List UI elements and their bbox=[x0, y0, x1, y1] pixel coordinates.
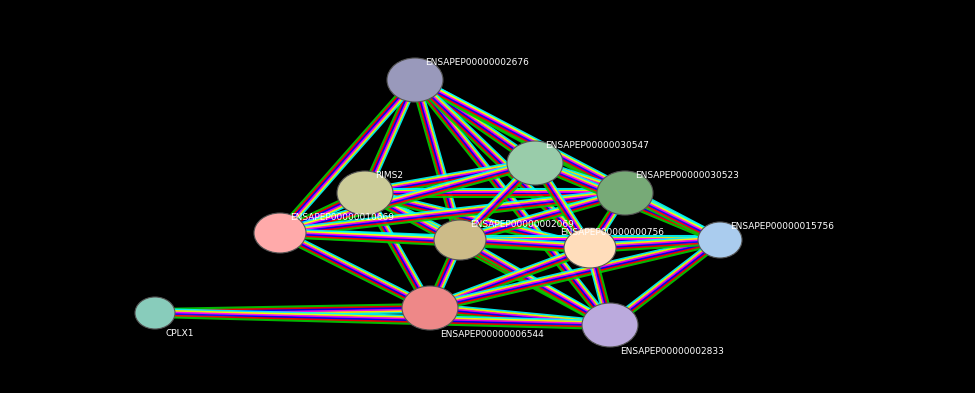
Ellipse shape bbox=[337, 171, 393, 215]
Text: ENSAPEP00000002833: ENSAPEP00000002833 bbox=[620, 347, 723, 356]
Text: ENSAPEP00000015756: ENSAPEP00000015756 bbox=[730, 222, 834, 231]
Ellipse shape bbox=[597, 171, 653, 215]
Text: ENSAPEP00000030523: ENSAPEP00000030523 bbox=[635, 171, 739, 180]
Text: CPLX1: CPLX1 bbox=[165, 329, 193, 338]
Text: ENSAPEP00000006544: ENSAPEP00000006544 bbox=[440, 330, 544, 339]
Ellipse shape bbox=[387, 58, 443, 102]
Ellipse shape bbox=[582, 303, 638, 347]
Text: ENSAPEP00000000756: ENSAPEP00000000756 bbox=[560, 228, 664, 237]
Text: ENSAPEP00000002676: ENSAPEP00000002676 bbox=[425, 58, 528, 67]
Ellipse shape bbox=[564, 228, 616, 268]
Text: ENSAPEP00000030547: ENSAPEP00000030547 bbox=[545, 141, 649, 150]
Ellipse shape bbox=[507, 141, 563, 185]
Text: RIMS2: RIMS2 bbox=[375, 171, 403, 180]
Ellipse shape bbox=[135, 297, 175, 329]
Ellipse shape bbox=[698, 222, 742, 258]
Text: ENSAPEP00000002069: ENSAPEP00000002069 bbox=[470, 220, 574, 229]
Text: ENSAPEP00000010669: ENSAPEP00000010669 bbox=[290, 213, 394, 222]
Ellipse shape bbox=[434, 220, 486, 260]
Ellipse shape bbox=[402, 286, 458, 330]
Ellipse shape bbox=[254, 213, 306, 253]
